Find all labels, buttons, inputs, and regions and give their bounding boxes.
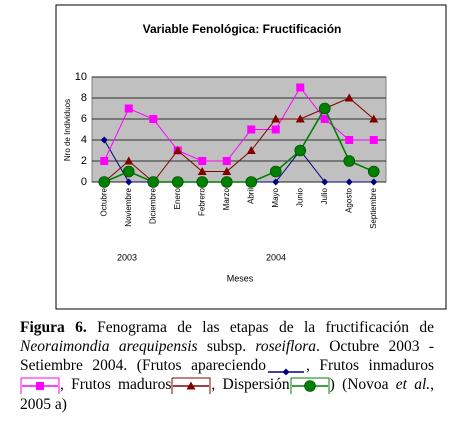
x-tick-label: Marzo	[222, 187, 231, 210]
swatch-frame	[290, 377, 330, 394]
marker	[345, 178, 353, 186]
marker	[147, 176, 160, 188]
y-tick-label: 4	[81, 134, 87, 146]
marker	[294, 144, 307, 157]
marker	[344, 93, 354, 102]
marker	[100, 136, 108, 144]
x-tick-label: Enero	[173, 187, 182, 209]
marker	[173, 146, 183, 154]
marker	[318, 102, 331, 115]
x-tick-label: Noviembre	[124, 187, 133, 226]
marker	[272, 178, 280, 186]
legend-swatch	[290, 377, 330, 394]
x-tick-label: Junio	[295, 187, 304, 207]
marker	[122, 165, 135, 178]
marker	[271, 114, 281, 123]
marker	[125, 178, 133, 186]
marker	[124, 104, 133, 113]
marker	[36, 381, 44, 390]
caption-text: subsp.	[197, 338, 256, 355]
marker	[98, 176, 111, 188]
marker	[370, 178, 378, 186]
marker	[303, 380, 316, 392]
marker	[245, 176, 258, 188]
caption-text: roseiflora	[255, 338, 316, 355]
caption-text: ,	[305, 357, 320, 374]
caption-text: Frutos apareciendo	[141, 357, 266, 374]
marker	[321, 178, 329, 186]
marker	[345, 136, 354, 144]
marker	[186, 381, 196, 390]
plot-area	[91, 76, 387, 183]
marker	[197, 167, 207, 175]
caption-text: ,	[60, 376, 72, 394]
marker	[247, 125, 256, 134]
y-tick-label: 10	[75, 71, 87, 83]
caption-text: ,	[211, 376, 223, 394]
series-line	[103, 86, 374, 162]
marker	[171, 176, 184, 188]
caption-text: , 2005 a)	[20, 376, 435, 413]
caption-text: . Octubre 2003 - Setiembre 2004. (	[20, 338, 434, 374]
year-label: 2004	[266, 252, 286, 262]
x-tick-label: Mayo	[271, 187, 280, 207]
caption-text: Figura 6.	[20, 319, 87, 336]
y-tick-label: 8	[81, 92, 87, 104]
swatch-frame	[171, 377, 211, 394]
year-label: 2003	[117, 252, 137, 262]
marker	[320, 115, 329, 123]
legend-swatch	[20, 377, 60, 394]
chart-title: Variable Fenológica: Fructificación	[143, 22, 342, 36]
x-tick-label: Febrero	[197, 187, 206, 216]
marker	[246, 146, 256, 154]
marker	[271, 125, 280, 134]
caption-text: et al.	[395, 376, 431, 394]
legend-swatch	[171, 377, 211, 394]
chart: Variable Fenológica: Fructificación Nro …	[55, 4, 447, 310]
caption-text: Fenograma de las etapas de la fructifica…	[86, 319, 434, 336]
x-tick-label: Diciembre	[148, 187, 157, 224]
x-tick-label: Octubre	[99, 187, 108, 216]
marker	[269, 165, 282, 178]
marker	[100, 157, 109, 165]
marker	[343, 155, 356, 167]
caption: Figura 6. Fenograma de las etapas de la …	[20, 318, 434, 414]
caption-text: Neoraimondia arequipensis	[20, 338, 198, 355]
marker	[222, 157, 231, 165]
marker	[222, 167, 232, 175]
marker	[295, 114, 305, 123]
marker	[367, 165, 380, 178]
x-tick-label: Agosto	[344, 187, 353, 212]
y-tick-label: 0	[81, 176, 87, 188]
marker	[282, 368, 290, 376]
marker	[124, 156, 134, 165]
legend-swatch	[267, 368, 304, 376]
caption-text: Frutos maduros	[71, 376, 172, 394]
x-axis-label: Meses	[227, 273, 254, 283]
y-axis-label: Nro de Individuos	[63, 99, 72, 161]
marker	[296, 83, 305, 92]
marker	[149, 115, 158, 123]
caption-text: Dispersión	[222, 376, 290, 394]
y-tick-label: 6	[81, 113, 87, 125]
caption-text: Frutos inmaduros	[319, 357, 434, 374]
swatch-frame	[20, 377, 60, 394]
y-tick-label: 2	[81, 155, 87, 167]
marker	[196, 176, 209, 188]
marker	[369, 114, 379, 123]
x-tick-label: Julio	[320, 187, 329, 204]
x-tick-label: Abril	[246, 188, 255, 204]
caption-text: ) (Novoa	[329, 376, 396, 394]
x-tick-label: Septiembre	[369, 187, 378, 228]
marker	[220, 176, 233, 188]
marker	[198, 157, 207, 165]
marker	[369, 136, 378, 144]
